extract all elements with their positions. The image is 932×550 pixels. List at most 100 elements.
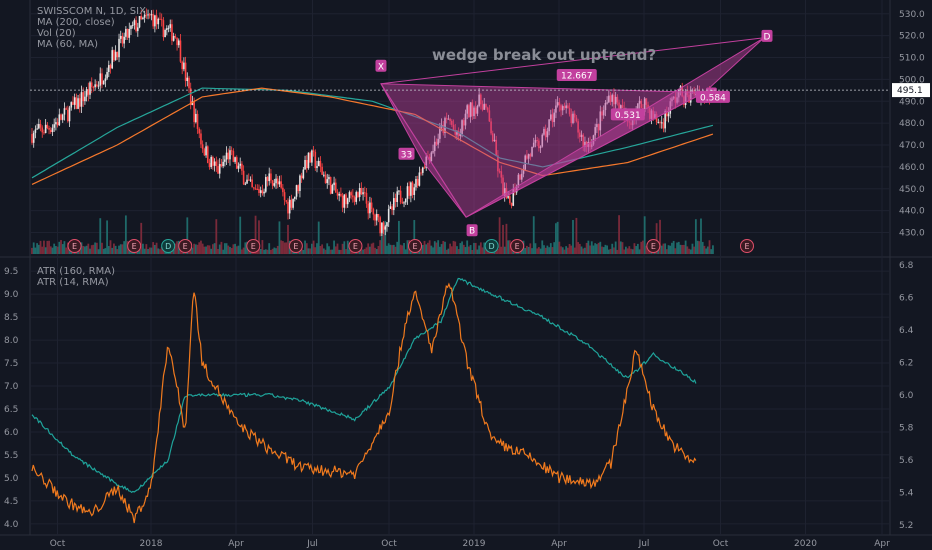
volume-bar bbox=[193, 243, 196, 254]
marker-circle bbox=[408, 239, 423, 253]
last-price-label: 495.1 bbox=[897, 86, 923, 96]
volume-bar bbox=[462, 244, 465, 254]
volume-bar bbox=[198, 242, 201, 254]
candle-body bbox=[150, 14, 153, 16]
legend-atr14[interactable]: ATR (14, RMA) bbox=[37, 277, 109, 288]
candle-body bbox=[382, 222, 385, 230]
volume-bar bbox=[109, 240, 112, 254]
candle-body bbox=[51, 127, 54, 133]
volume-bar bbox=[425, 244, 428, 254]
candle-body bbox=[637, 103, 639, 112]
candle-body bbox=[486, 107, 489, 111]
legend-ma60[interactable]: MA (60, MA) bbox=[37, 39, 99, 50]
candle-body bbox=[263, 191, 265, 194]
volume-bar bbox=[116, 249, 119, 254]
candle-body bbox=[654, 114, 656, 120]
candle-body bbox=[497, 155, 499, 172]
volume-bar bbox=[147, 248, 149, 254]
marker-circle bbox=[484, 239, 499, 253]
volume-bar bbox=[526, 245, 528, 254]
candle-body bbox=[396, 191, 399, 203]
volume-bar bbox=[619, 241, 622, 254]
legend-symbol[interactable]: SWISSCOM N, 1D, SIX bbox=[37, 6, 146, 17]
price-tick-label: 470.0 bbox=[899, 141, 925, 151]
pattern-line-xd bbox=[380, 37, 765, 85]
marker-label: E bbox=[183, 242, 188, 251]
volume-bar bbox=[152, 242, 155, 254]
candle-body bbox=[555, 105, 557, 113]
candle-body bbox=[113, 50, 115, 61]
volume-bar bbox=[387, 243, 390, 254]
candle-body bbox=[67, 109, 69, 122]
volume-bar bbox=[32, 242, 35, 254]
candle-body bbox=[539, 146, 542, 149]
candle-body bbox=[416, 179, 419, 186]
volume-bar bbox=[394, 246, 397, 254]
candle-body bbox=[276, 178, 279, 185]
candle-body bbox=[584, 141, 586, 147]
volume-bar bbox=[432, 247, 434, 254]
candle-body bbox=[592, 135, 595, 145]
volume-bar bbox=[541, 240, 544, 254]
volume-bar bbox=[210, 248, 213, 254]
legend-atr160[interactable]: ATR (160, RMA) bbox=[37, 266, 115, 277]
volume-bar bbox=[689, 249, 692, 254]
candle-body bbox=[590, 144, 593, 147]
volume-bar bbox=[162, 248, 165, 254]
volume-bar bbox=[403, 243, 405, 254]
candle-body bbox=[56, 122, 59, 126]
legend-volume[interactable]: Vol (20) bbox=[37, 28, 76, 39]
candle-body bbox=[599, 111, 602, 131]
price-candles bbox=[31, 8, 714, 237]
candle-body bbox=[283, 192, 286, 201]
volume-bar bbox=[450, 246, 453, 254]
candle-body bbox=[468, 105, 470, 118]
candle-body bbox=[695, 93, 697, 95]
candle-body bbox=[531, 146, 533, 157]
candle-body bbox=[394, 198, 397, 203]
candle-body bbox=[374, 214, 376, 221]
candle-body bbox=[573, 113, 576, 118]
volume-bar bbox=[36, 243, 39, 254]
candle-body bbox=[485, 103, 487, 108]
candle-body bbox=[543, 128, 545, 135]
atr-left-tick-label: 6.0 bbox=[4, 428, 19, 438]
volume-bar bbox=[624, 246, 627, 254]
volume-bar bbox=[157, 248, 160, 254]
atr-right-tick-label: 5.2 bbox=[899, 521, 913, 531]
candle-body bbox=[162, 20, 165, 38]
candle-body bbox=[638, 100, 641, 104]
volume-bar bbox=[614, 241, 617, 254]
candle-body bbox=[256, 188, 259, 190]
candle-body bbox=[206, 146, 209, 163]
volume-bar bbox=[592, 245, 595, 254]
candle-body bbox=[522, 169, 525, 174]
candle-body bbox=[96, 84, 98, 87]
candle-body bbox=[297, 185, 300, 191]
candle-body bbox=[572, 113, 574, 124]
candle-body bbox=[217, 166, 219, 174]
candle-body bbox=[333, 182, 335, 186]
volume-bar bbox=[80, 242, 83, 254]
volume-bar bbox=[399, 244, 402, 254]
volume-bar bbox=[99, 218, 102, 254]
volume-bar bbox=[345, 249, 347, 254]
volume-bar bbox=[41, 246, 44, 254]
candle-body bbox=[114, 51, 117, 61]
legend-ma200[interactable]: MA (200, close) bbox=[37, 17, 115, 28]
volume-bar bbox=[31, 247, 33, 254]
marker-label: E bbox=[251, 242, 256, 251]
volume-bar bbox=[507, 240, 510, 254]
volume-bar bbox=[241, 249, 243, 254]
candle-body bbox=[154, 15, 156, 27]
volume-bar bbox=[111, 247, 114, 254]
candle-body bbox=[230, 150, 233, 152]
candle-body bbox=[362, 192, 364, 195]
atr-right-tick-label: 5.8 bbox=[899, 424, 914, 434]
volume-bar bbox=[712, 245, 714, 254]
volume-bar bbox=[244, 242, 247, 254]
volume-bar bbox=[404, 249, 407, 254]
candle-body bbox=[155, 15, 158, 25]
atr-lines bbox=[31, 277, 697, 524]
